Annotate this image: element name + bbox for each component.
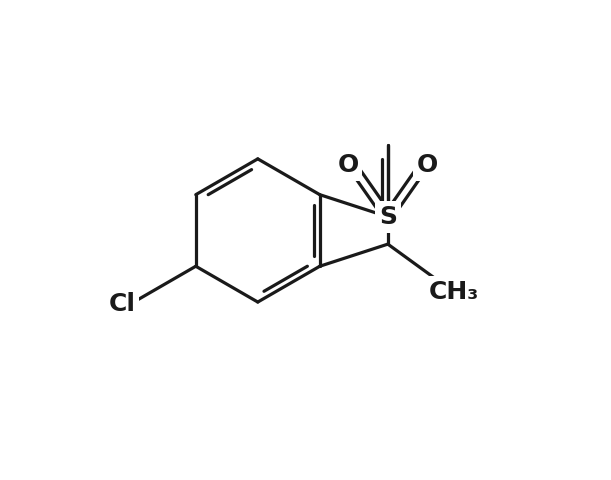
Text: CH₃: CH₃: [430, 280, 480, 304]
Text: O: O: [417, 153, 439, 177]
Text: Cl: Cl: [109, 292, 136, 316]
Text: S: S: [379, 205, 397, 229]
Text: O: O: [337, 153, 359, 177]
